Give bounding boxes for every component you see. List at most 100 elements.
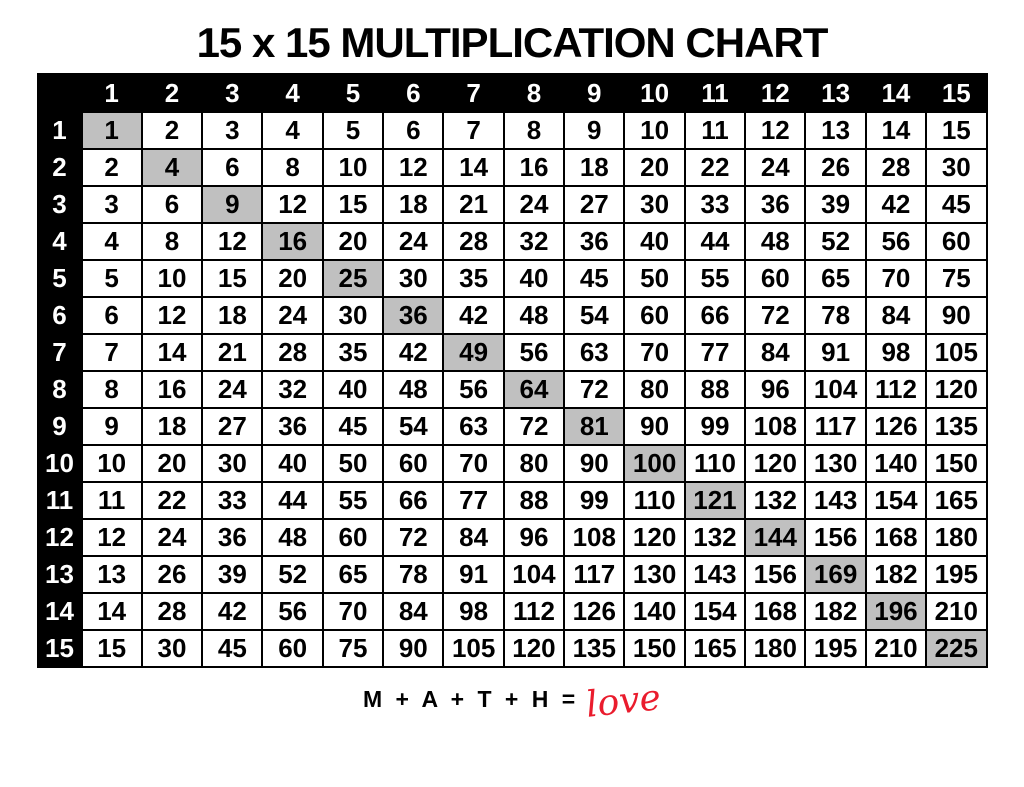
product-cell: 78 (382, 555, 445, 594)
product-cell: 110 (683, 444, 747, 483)
column-header: 8 (502, 73, 566, 113)
product-cell: 48 (502, 296, 566, 335)
product-cell: 96 (744, 370, 807, 409)
product-cell: 156 (744, 555, 807, 594)
product-cell: 130 (623, 555, 686, 594)
product-cell: 180 (744, 629, 807, 668)
product-cell: 32 (261, 370, 324, 409)
product-cell: 45 (321, 407, 385, 446)
product-cell: 150 (925, 444, 988, 483)
product-cell: 48 (744, 222, 807, 261)
table-row: 11 11 22 33 44 55 66 77 88 99 110 121 132 143 154 165 (36, 481, 988, 520)
product-cell: 52 (261, 555, 324, 594)
product-cell: 70 (864, 259, 928, 298)
product-cell: 65 (804, 259, 867, 298)
product-cell: 12 (201, 222, 264, 261)
product-cell: 45 (201, 629, 264, 668)
product-cell: 63 (563, 333, 626, 372)
product-cell: 24 (744, 148, 807, 187)
product-cell: 24 (382, 222, 445, 261)
product-cell: 169 (804, 555, 867, 594)
product-cell: 63 (442, 407, 505, 446)
product-cell: 40 (321, 370, 385, 409)
column-header: 13 (804, 73, 867, 113)
product-cell: 9 (201, 185, 264, 224)
table-row: 9 9 18 27 36 45 54 63 72 81 90 99 108 117 126 135 (36, 407, 988, 446)
product-cell: 91 (442, 555, 505, 594)
product-cell: 30 (382, 259, 445, 298)
product-cell: 112 (502, 592, 566, 631)
product-cell: 144 (744, 518, 807, 557)
product-cell: 9 (563, 111, 626, 150)
product-cell: 49 (442, 333, 505, 372)
product-cell: 18 (201, 296, 264, 335)
product-cell: 90 (563, 444, 626, 483)
product-cell: 88 (683, 370, 747, 409)
product-cell: 39 (804, 185, 867, 224)
product-cell: 20 (261, 259, 324, 298)
table-container: 1 2 3 4 5 6 7 8 9 10 11 12 13 14 15 1 1 2 3 4 5 6 7 8 9 10 11 12 13 1… (36, 73, 988, 668)
column-header: 9 (563, 73, 626, 113)
corner-cell (36, 73, 83, 113)
product-cell: 15 (321, 185, 385, 224)
product-cell: 72 (502, 407, 566, 446)
product-cell: 8 (140, 222, 204, 261)
product-cell: 14 (80, 592, 143, 631)
product-cell: 18 (140, 407, 204, 446)
product-cell: 130 (804, 444, 867, 483)
product-cell: 168 (744, 592, 807, 631)
product-cell: 210 (864, 629, 928, 668)
product-cell: 99 (683, 407, 747, 446)
product-cell: 50 (623, 259, 686, 298)
row-header: 5 (36, 259, 83, 298)
column-header: 2 (140, 73, 204, 113)
product-cell: 24 (261, 296, 324, 335)
product-cell: 165 (683, 629, 747, 668)
product-cell: 88 (502, 481, 566, 520)
product-cell: 28 (864, 148, 928, 187)
product-cell: 81 (563, 407, 626, 446)
page-title: 15 x 15 MULTIPLICATION CHART (196, 19, 829, 66)
product-cell: 210 (925, 592, 988, 631)
product-cell: 45 (563, 259, 626, 298)
product-cell: 11 (80, 481, 143, 520)
product-cell: 182 (864, 555, 928, 594)
product-cell: 135 (563, 629, 626, 668)
product-cell: 4 (140, 148, 204, 187)
table-row: 15 15 30 45 60 75 90 105 120 135 150 165 180 195 210 22… (36, 629, 988, 668)
product-cell: 18 (563, 148, 626, 187)
product-cell: 84 (382, 592, 445, 631)
product-cell: 105 (925, 333, 988, 372)
product-cell: 8 (80, 370, 143, 409)
product-cell: 12 (382, 148, 445, 187)
column-header: 12 (744, 73, 807, 113)
product-cell: 55 (321, 481, 385, 520)
multiplication-table: 1 2 3 4 5 6 7 8 9 10 11 12 13 14 15 1 1 2 3 4 5 6 7 8 9 10 11 12 13 1… (36, 73, 988, 668)
product-cell: 60 (925, 222, 988, 261)
product-cell: 98 (442, 592, 505, 631)
table-row: 13 13 26 39 52 65 78 91 104 117 130 143 156 169 182 195 (36, 555, 988, 594)
product-cell: 6 (140, 185, 204, 224)
product-cell: 44 (261, 481, 324, 520)
footer-love-word: love (584, 677, 663, 726)
product-cell: 30 (140, 629, 204, 668)
product-cell: 6 (80, 296, 143, 335)
table-row: 5 5 10 15 20 25 30 35 40 45 50 55 60 65 70 75 (36, 259, 988, 298)
product-cell: 55 (683, 259, 747, 298)
product-cell: 84 (744, 333, 807, 372)
product-cell: 104 (804, 370, 867, 409)
product-cell: 96 (502, 518, 566, 557)
product-cell: 8 (261, 148, 324, 187)
product-cell: 21 (201, 333, 264, 372)
product-cell: 52 (804, 222, 867, 261)
product-cell: 108 (744, 407, 807, 446)
product-cell: 12 (744, 111, 807, 150)
product-cell: 120 (502, 629, 566, 668)
product-cell: 4 (80, 222, 143, 261)
row-header: 4 (36, 222, 83, 261)
row-header: 15 (36, 629, 83, 668)
product-cell: 126 (563, 592, 626, 631)
product-cell: 112 (864, 370, 928, 409)
product-cell: 15 (201, 259, 264, 298)
